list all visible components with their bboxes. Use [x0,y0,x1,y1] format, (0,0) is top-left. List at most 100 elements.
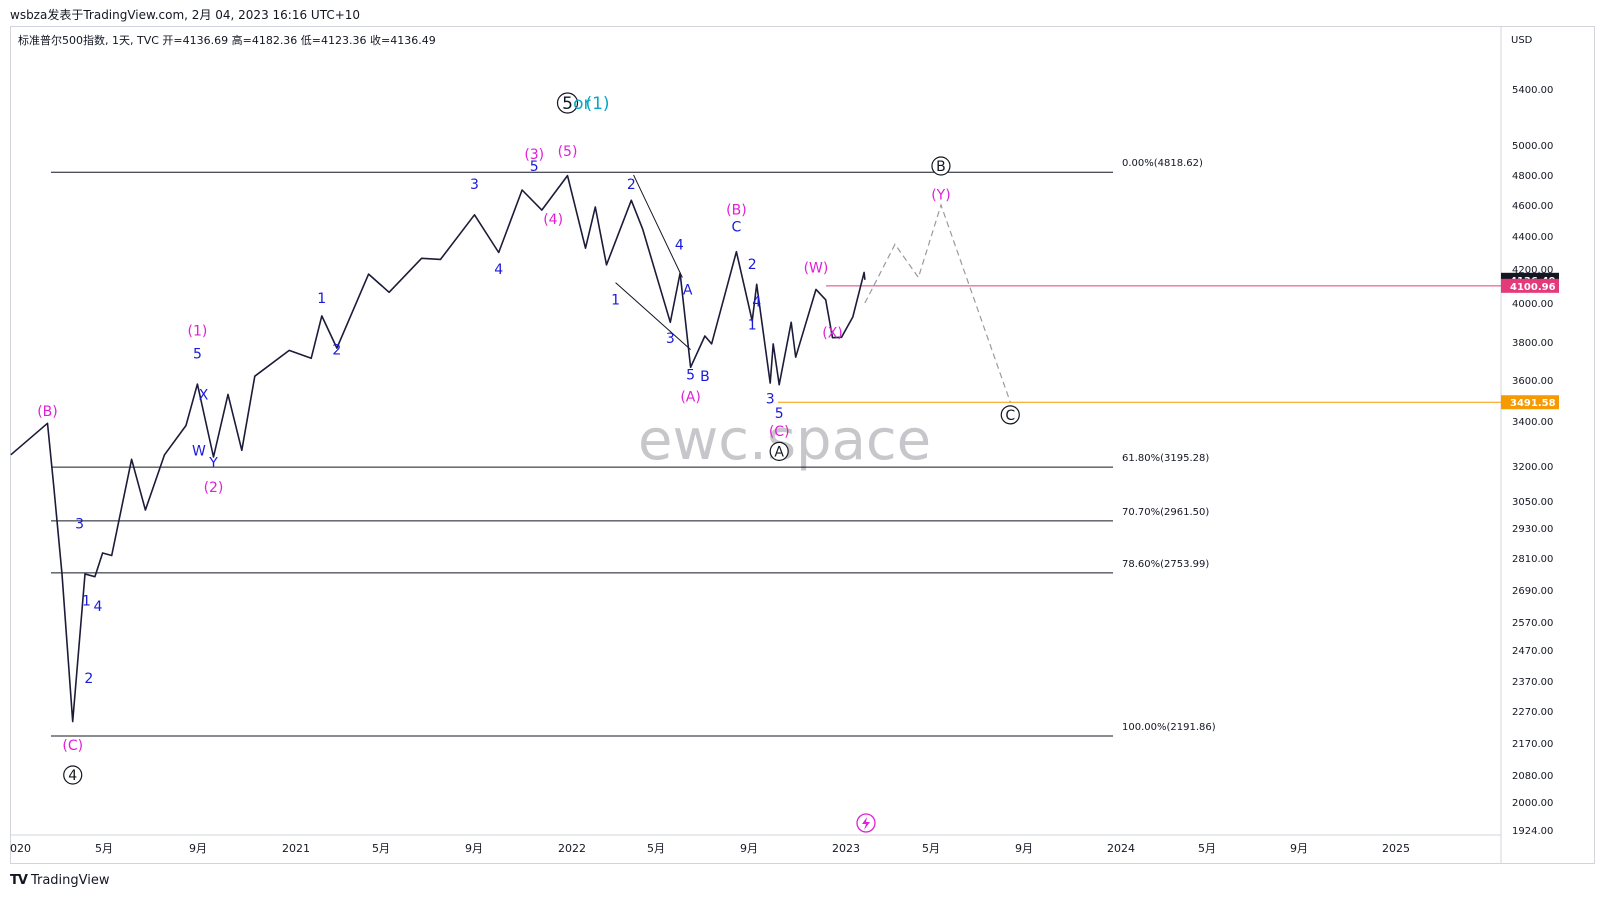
wave-label: 5 [686,367,695,383]
time-tick-label: 2023 [832,842,860,855]
wave-label: C [1005,408,1015,424]
wave-label: (2) [204,480,224,496]
wave-label-circle [63,765,83,785]
price-tick-label: 2930.00 [1512,524,1553,535]
price-axis[interactable]: 5400.00 5000.00 4800.00 4600.00 4400.00 4200.… [1501,85,1559,837]
fib-layer: 0.00%(4818.62) 61.80%(3195.28) 70.70%(2961… [51,158,1216,737]
chart-frame: 标准普尔500指数, 1天, TVC 开=4136.69 高=4182.36 低… [10,26,1595,886]
wave-label: (C) [769,424,790,440]
price-tick-label: 3050.00 [1512,497,1553,508]
fib-label: 61.80%(3195.28) [1122,453,1209,464]
wave-label: Y [208,456,218,472]
price-tick-label: 2000.00 [1512,798,1553,809]
price-tick-label: 2080.00 [1512,771,1553,782]
time-tick-label: 5月 [372,842,390,855]
wave-label: 4 [94,599,103,615]
tradingview-brand[interactable]: TV TradingView [10,873,109,888]
time-tick-label: 2025 [1382,842,1410,855]
time-tick-label: 5月 [1198,842,1216,855]
wave-label: 1 [317,291,326,307]
price-tick-label: 5000.00 [1512,141,1553,152]
price-tick-label: 4600.00 [1512,201,1553,212]
wave-label: (B) [726,203,747,219]
wave-label-circle [769,441,789,461]
time-tick-label: 9月 [740,842,758,855]
time-tick-label: 2024 [1107,842,1135,855]
wave-label: (1) [188,323,208,339]
price-tick-label: 3600.00 [1512,376,1553,387]
time-tick-label: 2022 [558,842,586,855]
time-tick-label: 2021 [282,842,310,855]
wave-label: A [683,282,693,298]
price-line [10,174,866,723]
wave-label-circle [931,156,951,176]
wave-label: 4 [752,294,761,310]
symbol-line: 标准普尔500指数, 1天, TVC 开=4136.69 高=4182.36 低… [18,33,436,47]
wave-label: (X) [822,325,843,341]
wave-label: 1 [611,293,620,309]
lines-layer [615,174,1501,403]
wave-label: 2 [627,177,636,193]
wave-label: 1 [82,594,91,610]
chart-svg[interactable]: 标准普尔500指数, 1天, TVC 开=4136.69 高=4182.36 低… [10,26,1595,864]
wave-label: 5 [193,346,202,362]
price-tick-label: 3200.00 [1512,462,1553,473]
wave-label: X [199,387,209,403]
wave-label: 1 [748,317,757,333]
price-tick-label: 2270.00 [1512,707,1553,718]
wave-label: 3 [470,177,479,193]
wave-label: 5 [562,94,573,114]
wave-label: or [573,94,590,114]
tradingview-brand-label: TradingView [30,873,110,888]
price-tick-label: 4000.00 [1512,299,1553,310]
wave-label: (1) [585,94,609,114]
wave-label: 5 [530,159,539,175]
price-tick-label: 2470.00 [1512,646,1553,657]
series-layer [10,174,1011,723]
price-tick-label: 4400.00 [1512,232,1553,243]
time-tick-label: 5月 [95,842,113,855]
time-axis[interactable]: 020 5月 9月 2021 5月 9月 2022 5月 9月 2023 5月 9月 2024 5月 9月 2… [10,842,1410,855]
wave-label: 4 [68,768,77,784]
plot-border [10,26,1595,864]
wave-label: 2 [748,257,757,273]
fib-label: 100.00%(2191.86) [1122,722,1216,733]
trendline-diagonal-lower [615,282,691,350]
price-tick-label: 2570.00 [1512,618,1553,629]
fib-label: 70.70%(2961.50) [1122,507,1209,518]
wave-label-circle [1000,405,1020,425]
wave-label: (W) [804,260,829,276]
wave-label: 4 [675,237,684,253]
time-tick-label: 9月 [1015,842,1033,855]
wave-label: W [192,443,206,459]
wave-label: 3 [75,517,84,533]
wave-label: (3) [524,147,544,163]
price-tick-label: 3800.00 [1512,338,1553,349]
tradingview-logo-icon: TV [10,873,28,888]
wave-label: C [732,220,742,236]
wave-label: 3 [666,331,675,347]
wave-label: (Y) [931,188,950,204]
wave-label: (5) [558,144,578,160]
lightning-icon[interactable] [862,817,870,830]
price-tag [1501,278,1559,293]
wave-label: (B) [37,404,58,420]
trendline-diagonal-upper [633,174,683,278]
time-tick-label: 020 [10,842,31,855]
wave-label: (C) [62,738,83,754]
time-tick-label: 9月 [465,842,483,855]
fib-label: 78.60%(2753.99) [1122,559,1209,570]
price-tick-label: 5400.00 [1512,85,1553,96]
fib-label: 0.00%(4818.62) [1122,158,1203,169]
time-tick-label: 9月 [1290,842,1308,855]
price-tick-label: 1924.00 [1512,826,1553,837]
time-tick-label: 5月 [922,842,940,855]
lightning-icon-ring[interactable] [856,813,876,833]
price-tick-label: 2170.00 [1512,739,1553,750]
wave-label: B [700,369,710,385]
price-tag-label: 3491.58 [1510,398,1556,409]
wave-label-circle [556,92,579,114]
time-tick-label: 5月 [647,842,665,855]
wave-label: B [936,159,946,175]
